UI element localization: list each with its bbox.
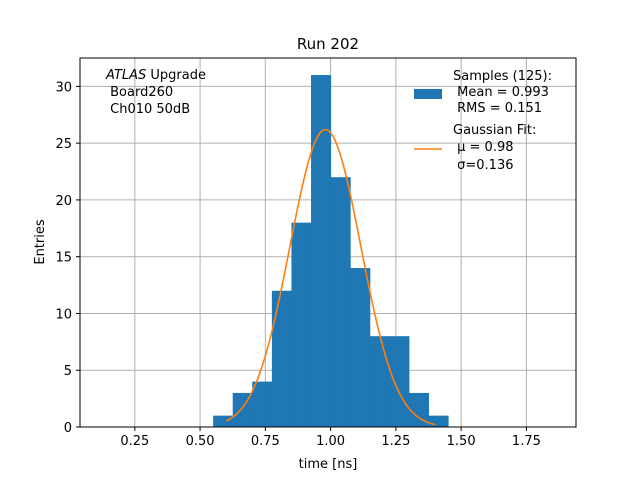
annotation-channel: Ch010 50dB: [106, 102, 190, 117]
histogram-bar: [389, 336, 410, 427]
legend-hist-line-1: Samples (125):: [453, 69, 552, 84]
svg-text:ATLAS Upgrade: ATLAS Upgrade: [105, 68, 206, 83]
legend-fit-line-3: σ=0.136: [453, 158, 513, 173]
x-tick-label: 1.00: [316, 434, 345, 449]
annotation-board: Board260: [106, 85, 173, 100]
x-tick-label: 0.50: [186, 434, 215, 449]
atlas-annotation: ATLAS Upgrade Board260 Ch010 50dB: [105, 68, 206, 117]
y-axis-label: Entries: [33, 219, 48, 265]
chart-title: Run 202: [297, 35, 359, 53]
histogram-bars: [213, 75, 449, 428]
y-tick-label: 25: [55, 137, 72, 152]
histogram-bar: [408, 392, 430, 427]
legend-fit-line-2: μ = 0.98: [453, 140, 514, 155]
x-axis-ticks: 0.25 0.50 0.75 1.00 1.25 1.50 1.75: [120, 427, 541, 449]
histogram-bar: [213, 415, 234, 427]
x-tick-label: 0.75: [251, 434, 280, 449]
histogram-bar: [271, 290, 292, 427]
histogram-bar: [330, 177, 351, 427]
y-tick-label: 5: [64, 364, 72, 379]
histogram-bar: [252, 381, 273, 427]
annotation-upgrade: Upgrade: [146, 68, 206, 83]
x-tick-label: 0.25: [120, 434, 149, 449]
x-tick-label: 1.50: [447, 434, 476, 449]
legend: Samples (125): Mean = 0.993 RMS = 0.151 …: [414, 69, 552, 173]
histogram-bar: [291, 222, 312, 427]
plot-frame: [79, 57, 577, 428]
y-axis-ticks: 0 5 10 15 20 25 30: [55, 80, 80, 436]
y-tick-label: 10: [55, 307, 72, 322]
histogram-bar: [350, 268, 371, 427]
histogram-bar: [232, 392, 253, 427]
x-axis-label: time [ns]: [299, 457, 358, 472]
legend-hist-line-2: Mean = 0.993: [453, 85, 549, 100]
legend-fit-line-1: Gaussian Fit:: [453, 123, 536, 138]
histogram-bar: [428, 415, 449, 427]
y-tick-label: 0: [64, 421, 72, 436]
y-tick-label: 30: [55, 80, 72, 95]
y-tick-label: 20: [55, 194, 72, 209]
histogram-bar: [369, 336, 390, 427]
histogram-bar: [311, 75, 332, 428]
x-tick-label: 1.75: [512, 434, 541, 449]
legend-hist-swatch: [414, 89, 442, 99]
gaussian-fit-curve: [225, 128, 436, 426]
legend-hist-line-3: RMS = 0.151: [453, 101, 542, 116]
annotation-atlas: ATLAS: [105, 68, 146, 83]
x-tick-label: 1.25: [381, 434, 410, 449]
y-tick-label: 15: [55, 251, 72, 266]
